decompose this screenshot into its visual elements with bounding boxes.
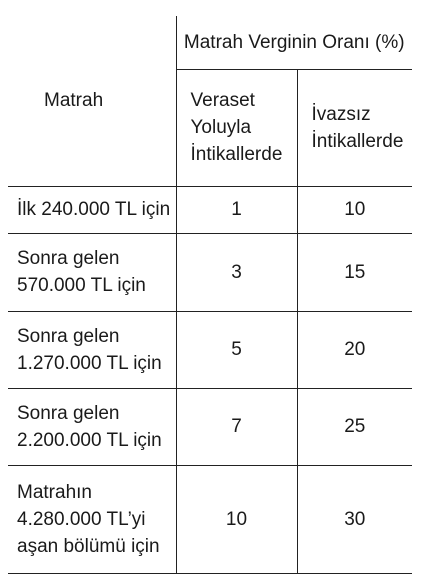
row-label-cell: Sonra gelen 2.200.000 TL için — [8, 387, 177, 466]
row-label-line: Sonra gelen — [17, 248, 120, 269]
header-matrah-cell: Matrah — [8, 16, 177, 187]
row-rate-ivazsiz: 10 — [296, 185, 413, 234]
row-label-line: 1.270.000 TL için — [17, 352, 162, 374]
table-row: Matrahın 4.280.000 TL’yi aşan bölümü içi… — [8, 464, 413, 574]
row-label-line: aşan bölümü için — [17, 535, 160, 557]
header-row-sub: Veraset Yoluyla İntikallerde İvazsız İnt… — [8, 68, 413, 187]
row-rate-veraset: 5 — [175, 310, 298, 389]
tax-rate-table: Matrah Matrah Verginin Oranı (%) Veraset… — [8, 16, 413, 574]
row-rate-veraset: 3 — [175, 232, 298, 312]
header-matrah-label: Matrah — [44, 90, 104, 112]
header-group-cell: Matrah Verginin Oranı (%) — [175, 16, 413, 70]
table-row: İlk 240.000 TL için 1 10 — [8, 185, 413, 234]
row-rate-ivazsiz: 30 — [296, 464, 413, 574]
header-group-label: Matrah Verginin Oranı (%) — [183, 31, 405, 53]
header-veraset-cell: Veraset Yoluyla İntikallerde — [176, 68, 298, 187]
row-label-line: İlk 240.000 TL için — [17, 199, 171, 220]
row-label-line: Sonra gelen — [17, 325, 120, 347]
row-rate-veraset: 10 — [175, 464, 298, 574]
row-label-line: 570.000 TL için — [17, 275, 146, 296]
row-rate-veraset: 1 — [175, 185, 298, 234]
table-row: Sonra gelen 2.200.000 TL için 7 25 — [8, 387, 413, 466]
row-label-line: 2.200.000 TL için — [17, 429, 162, 451]
header-ivazsiz-line: İvazsız — [311, 103, 371, 125]
header-ivazsiz-cell: İvazsız İntikallerde — [296, 68, 413, 187]
row-rate-ivazsiz: 15 — [296, 232, 413, 312]
header-veraset-line: İntikallerde — [190, 144, 283, 165]
row-label-cell: Matrahın 4.280.000 TL’yi aşan bölümü içi… — [8, 464, 177, 574]
row-label-cell: Sonra gelen 570.000 TL için — [8, 232, 177, 312]
row-rate-ivazsiz: 20 — [296, 310, 413, 389]
header-veraset-line: Yoluyla — [190, 117, 252, 138]
row-rate-veraset: 7 — [175, 387, 298, 466]
row-label-line: Sonra gelen — [17, 402, 120, 424]
header-veraset-line: Veraset — [190, 90, 255, 111]
row-label-cell: İlk 240.000 TL için — [8, 185, 177, 234]
table-row: Sonra gelen 570.000 TL için 3 15 — [8, 232, 413, 312]
table-row: Sonra gelen 1.270.000 TL için 5 20 — [8, 310, 413, 389]
row-label-line: Matrahın — [17, 481, 92, 503]
row-label-line: 4.280.000 TL’yi — [17, 508, 146, 530]
row-label-cell: Sonra gelen 1.270.000 TL için — [8, 310, 177, 389]
row-rate-ivazsiz: 25 — [296, 387, 413, 466]
header-ivazsiz-line: İntikallerde — [311, 130, 404, 152]
header-row-top: Matrah Matrah Verginin Oranı (%) — [8, 16, 413, 187]
